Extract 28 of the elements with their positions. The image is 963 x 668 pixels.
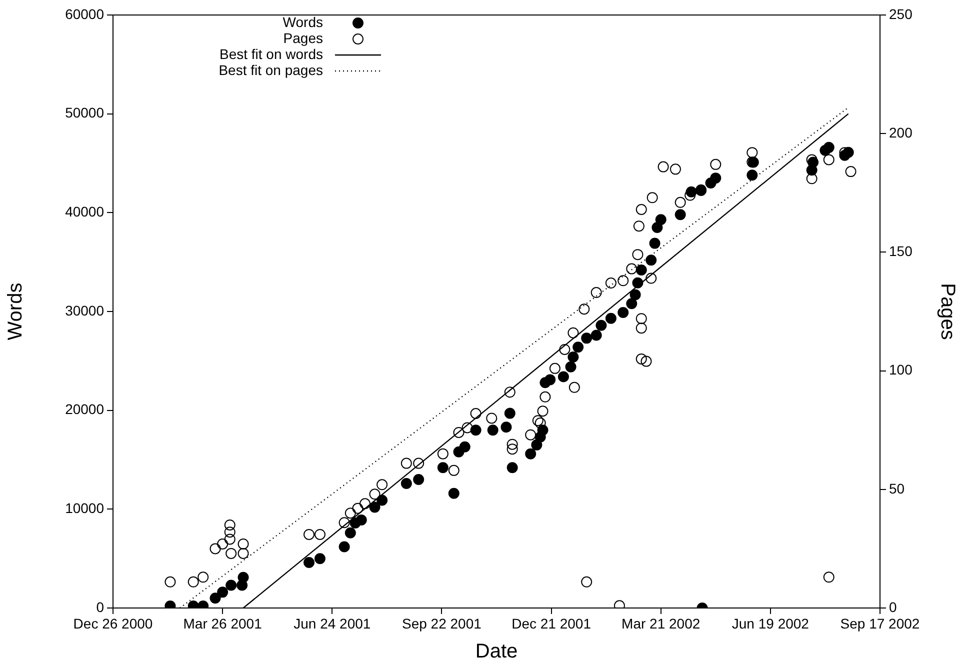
y-axis-title: Words bbox=[4, 282, 27, 340]
x-tick-label: Jun 19 2002 bbox=[732, 615, 810, 632]
legend-label: Words bbox=[282, 14, 323, 30]
y-tick-label: 10000 bbox=[65, 500, 104, 516]
y-tick-label: 50000 bbox=[65, 104, 104, 121]
legend-label: Best fit on pages bbox=[218, 62, 323, 78]
y2-tick-label: 0 bbox=[889, 598, 897, 615]
x-tick-label: Mar 26 2001 bbox=[183, 615, 262, 632]
x-axis-title: Date bbox=[475, 640, 518, 663]
y-tick-label: 30000 bbox=[65, 302, 104, 318]
y2-tick-label: 250 bbox=[889, 6, 913, 22]
y2-tick-label: 100 bbox=[889, 362, 913, 378]
y-tick-label: 20000 bbox=[65, 401, 104, 418]
x-tick-label: Sep 22 2001 bbox=[402, 615, 482, 632]
y-tick-label: 0 bbox=[96, 598, 104, 615]
legend-label: Pages bbox=[283, 30, 323, 46]
x-tick-label: Dec 26 2000 bbox=[73, 615, 153, 632]
x-tick-label: Sep 17 2002 bbox=[840, 615, 920, 632]
legend-label: Best fit on words bbox=[220, 46, 323, 62]
x-tick-label: Mar 21 2002 bbox=[622, 615, 700, 632]
y2-tick-label: 150 bbox=[889, 243, 913, 260]
y2-axis-title: Pages bbox=[936, 283, 958, 340]
x-tick-label: Jun 24 2001 bbox=[294, 615, 371, 632]
y2-tick-label: 200 bbox=[889, 124, 913, 140]
y-tick-label: 40000 bbox=[65, 204, 104, 220]
x-tick-label: Dec 21 2001 bbox=[512, 615, 592, 632]
y-tick-label: 60000 bbox=[65, 6, 104, 22]
y2-tick-label: 50 bbox=[889, 480, 905, 496]
